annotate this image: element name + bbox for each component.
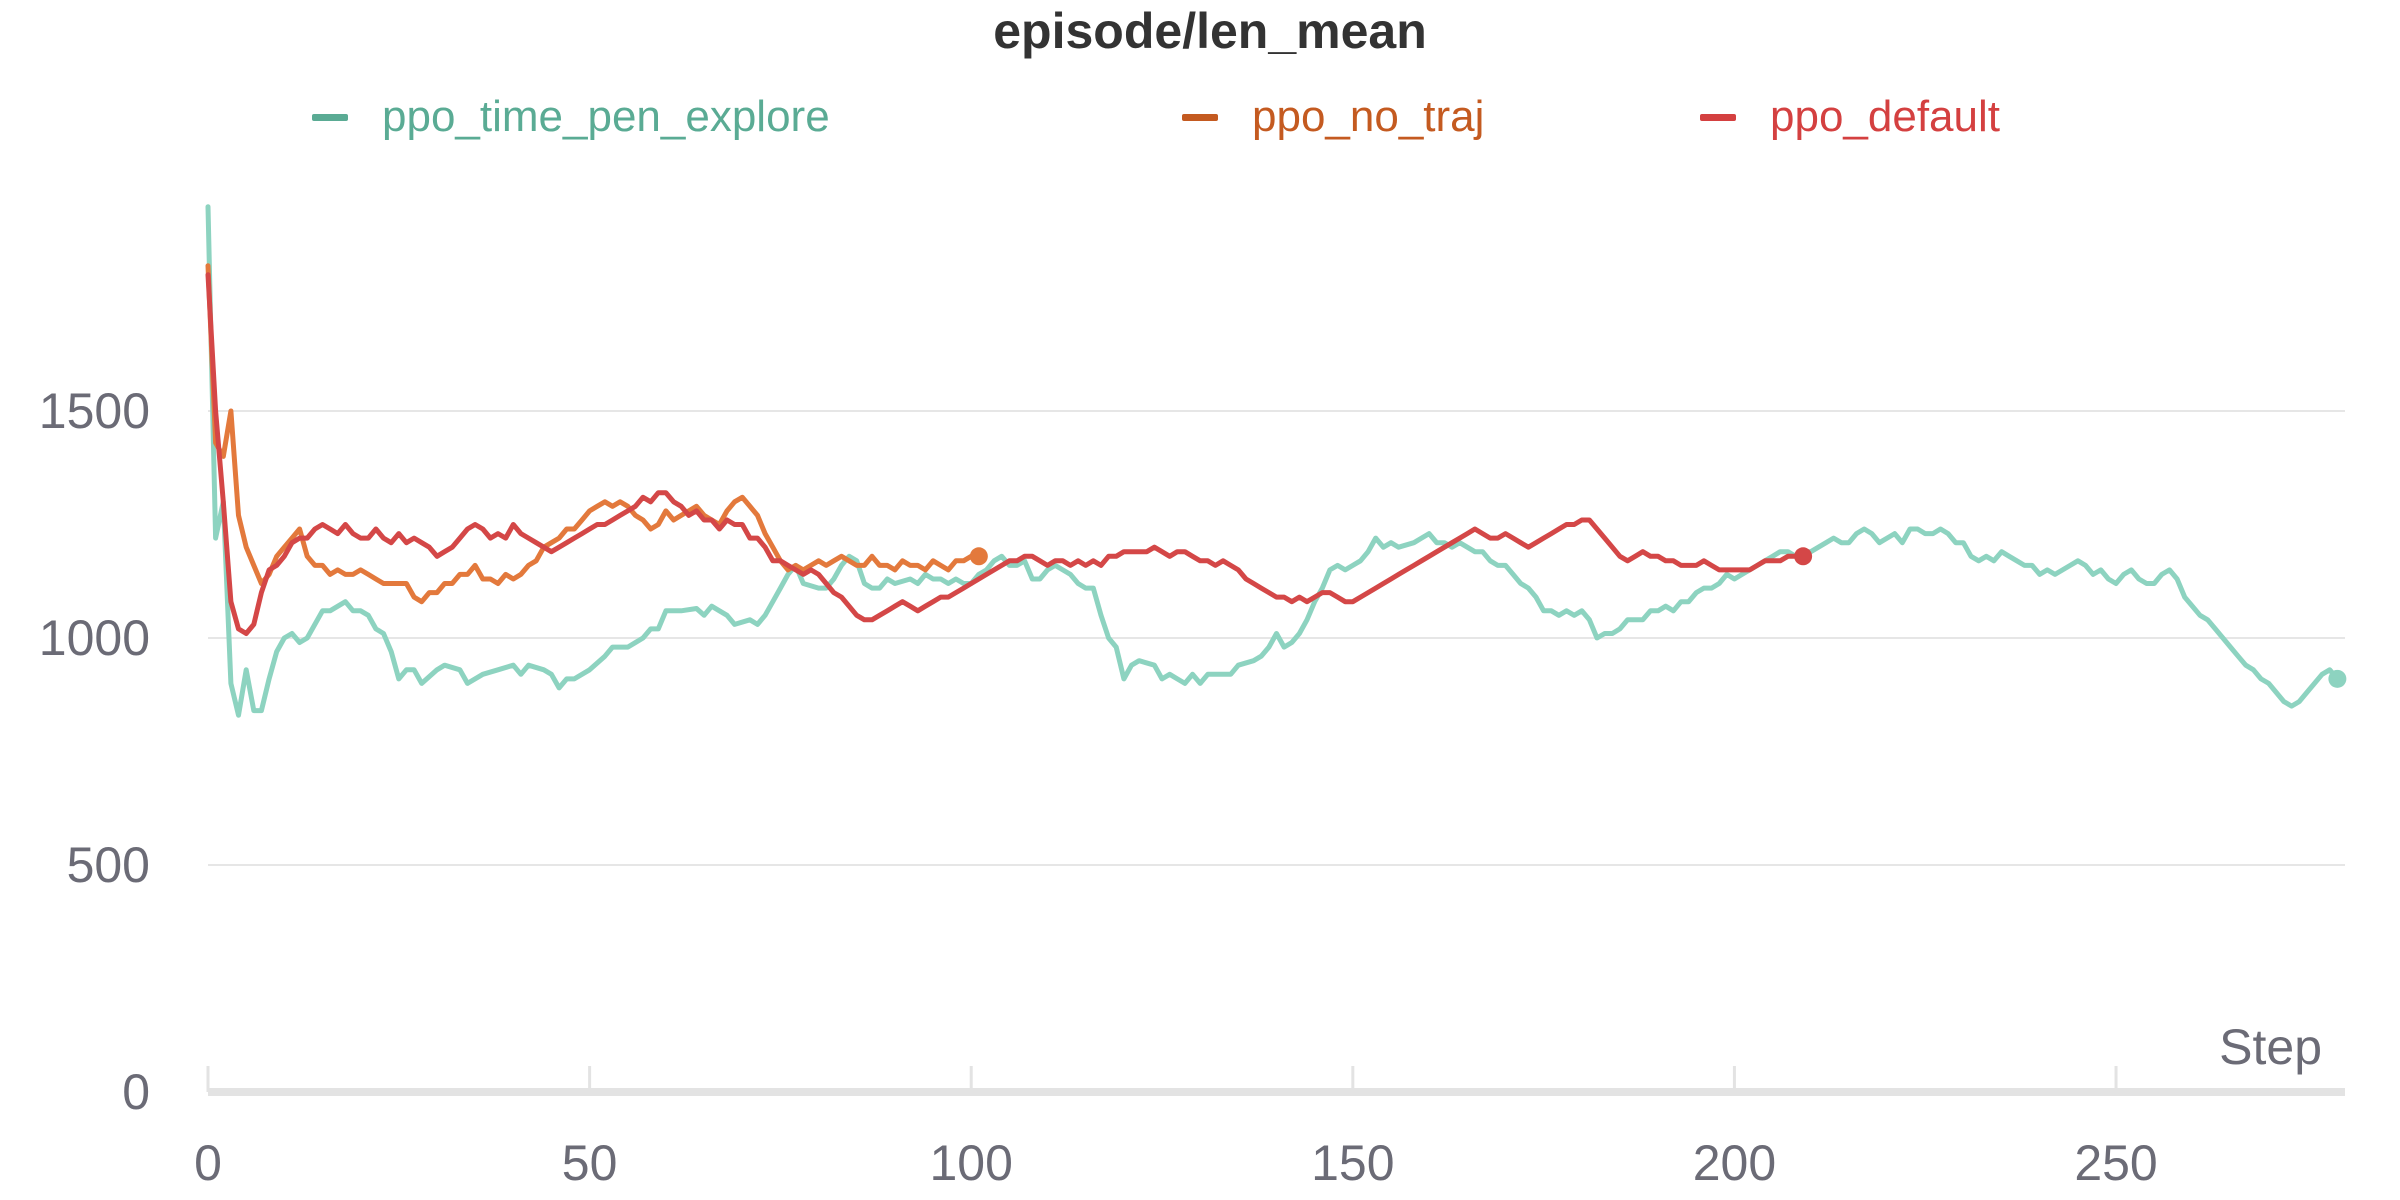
chart-title: episode/len_mean <box>993 3 1427 59</box>
series-end-point-ppo-time-pen-explore[interactable] <box>2328 669 2347 688</box>
x-tick-label: 0 <box>194 1135 222 1191</box>
series-line-ppo-time-pen-explore[interactable] <box>205 204 2340 718</box>
x-axis-title: Step <box>2219 1019 2322 1075</box>
legend-item-ppo-default[interactable]: ppo_default <box>1700 92 2000 142</box>
tick-labels: 0 500 1000 1500 0 50 100 150 200 250 <box>39 383 2158 1191</box>
x-tick-label: 250 <box>2074 1135 2157 1191</box>
y-tick-label: 500 <box>67 837 150 893</box>
legend-label: ppo_time_pen_explore <box>382 92 830 141</box>
series-end-point-ppo-default[interactable] <box>1794 547 1813 566</box>
x-tick-label: 200 <box>1693 1135 1776 1191</box>
axes <box>206 1066 2345 1096</box>
y-tick-label: 1500 <box>39 383 150 439</box>
legend: ppo_time_pen_explore ppo_no_traj ppo_def… <box>0 92 2400 152</box>
series-lines <box>205 204 2340 718</box>
y-tick-label: 1000 <box>39 610 150 666</box>
series-line-ppo-no-traj[interactable] <box>205 263 982 605</box>
x-tick-label: 100 <box>929 1135 1012 1191</box>
legend-swatch <box>1182 113 1218 121</box>
legend-item-ppo-time-pen-explore[interactable]: ppo_time_pen_explore <box>312 92 830 142</box>
legend-swatch <box>312 113 348 121</box>
x-tick-label: 50 <box>562 1135 618 1191</box>
y-tick-label: 0 <box>122 1064 150 1120</box>
legend-label: ppo_default <box>1770 92 2000 141</box>
x-tick-label: 150 <box>1311 1135 1394 1191</box>
series-line-ppo-default[interactable] <box>205 272 1806 636</box>
series-end-markers <box>969 547 2347 688</box>
legend-swatch <box>1700 113 1736 121</box>
legend-item-ppo-no-traj[interactable]: ppo_no_traj <box>1182 92 1484 142</box>
series-end-point-ppo-no-traj[interactable] <box>969 547 988 566</box>
legend-label: ppo_no_traj <box>1252 92 1485 141</box>
